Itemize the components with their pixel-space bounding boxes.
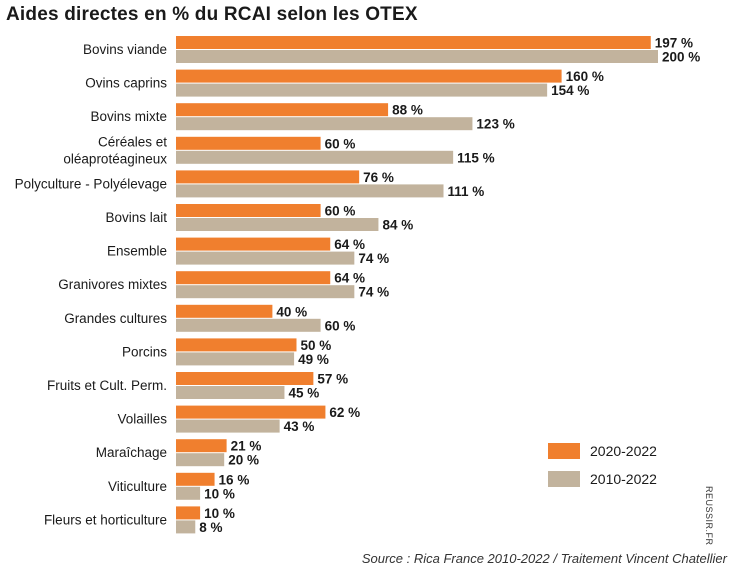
data-label: 111 % [448,184,485,199]
data-label: 45 % [288,386,319,401]
bar-2020-2022 [176,304,273,318]
data-label: 50 % [301,338,332,353]
data-label: 8 % [199,520,222,535]
bar-2020-2022 [176,506,201,520]
category-label: Maraîchage [96,445,167,460]
bar-2020-2022 [176,405,326,419]
bar-2010-2022 [176,386,285,399]
data-label: 200 % [662,50,700,65]
bar-2020-2022 [176,439,227,453]
data-label: 21 % [231,439,262,454]
bar-2010-2022 [176,150,454,164]
bar-2020-2022 [176,271,331,285]
source-note: Source : Rica France 2010-2022 / Traitem… [361,551,727,566]
category-label: Bovins viande [83,42,167,57]
data-label: 62 % [329,405,360,420]
data-label: 88 % [392,103,423,118]
data-label: 43 % [284,419,315,434]
bar-2020-2022 [176,103,389,117]
data-label: 64 % [334,271,365,286]
legend-swatch-2010-2022 [548,471,580,487]
category-label: Porcins [122,344,167,359]
category-label: Céréales et oléaprotéagineux [63,134,167,166]
legend: 2020-2022 2010-2022 [548,440,657,496]
data-label: 60 % [325,136,356,151]
data-label: 160 % [566,69,604,84]
legend-swatch-2020-2022 [548,443,580,459]
category-label: Ovins caprins [85,76,167,91]
bar-2010-2022 [176,117,473,131]
category-label: Viticulture [108,479,167,494]
bar-2020-2022 [176,372,314,385]
bar-2010-2022 [176,318,321,332]
category-label: Ensemble [107,244,167,259]
data-label: 40 % [276,304,307,319]
bar-2010-2022 [176,218,379,231]
data-label: 57 % [317,372,348,387]
bar-2020-2022 [176,170,360,184]
bar-2010-2022 [176,285,355,299]
data-label: 20 % [228,453,259,468]
bar-2020-2022 [176,204,321,217]
legend-label-2010-2022: 2010-2022 [590,471,657,487]
bar-2010-2022 [176,453,225,467]
bar-2010-2022 [176,50,658,63]
data-label: 10 % [204,506,235,521]
category-label: Polyculture - Polyélevage [15,176,167,191]
category-label: Bovins mixte [90,109,167,124]
data-label: 74 % [358,251,389,266]
data-label: 16 % [219,472,250,487]
data-label: 197 % [655,36,693,51]
category-label: Grandes cultures [64,311,167,326]
bar-2020-2022 [176,136,321,150]
data-label: 154 % [551,83,589,98]
category-label: Volailles [117,412,167,427]
data-label: 74 % [358,285,389,300]
bar-2020-2022 [176,338,297,352]
bar-2020-2022 [176,36,651,49]
watermark: REUSSIR.FR [704,486,714,546]
bar-2010-2022 [176,352,295,366]
legend-item-2020-2022: 2020-2022 [548,440,657,462]
data-label: 84 % [382,218,413,233]
data-label: 60 % [325,318,356,333]
data-label: 64 % [334,237,365,252]
bar-2010-2022 [176,419,280,433]
category-label: Granivores mixtes [58,277,167,292]
category-label: Fruits et Cult. Perm. [47,378,167,393]
bar-2020-2022 [176,472,215,486]
chart-title: Aides directes en % du RCAI selon les OT… [6,4,418,25]
category-label: Fleurs et horticulture [44,512,167,527]
data-label: 115 % [457,150,495,165]
bar-2010-2022 [176,184,444,198]
bar-2020-2022 [176,69,562,83]
category-label: Bovins lait [105,210,167,225]
bar-2010-2022 [176,251,355,265]
legend-item-2010-2022: 2010-2022 [548,468,657,490]
data-label: 123 % [476,117,514,132]
bar-2010-2022 [176,486,201,500]
legend-label-2020-2022: 2020-2022 [590,443,657,459]
data-label: 60 % [325,204,356,219]
bar-2020-2022 [176,237,331,251]
data-label: 49 % [298,352,329,367]
bar-2010-2022 [176,83,548,97]
bar-2010-2022 [176,520,196,534]
data-label: 10 % [204,486,235,501]
data-label: 76 % [363,170,394,185]
